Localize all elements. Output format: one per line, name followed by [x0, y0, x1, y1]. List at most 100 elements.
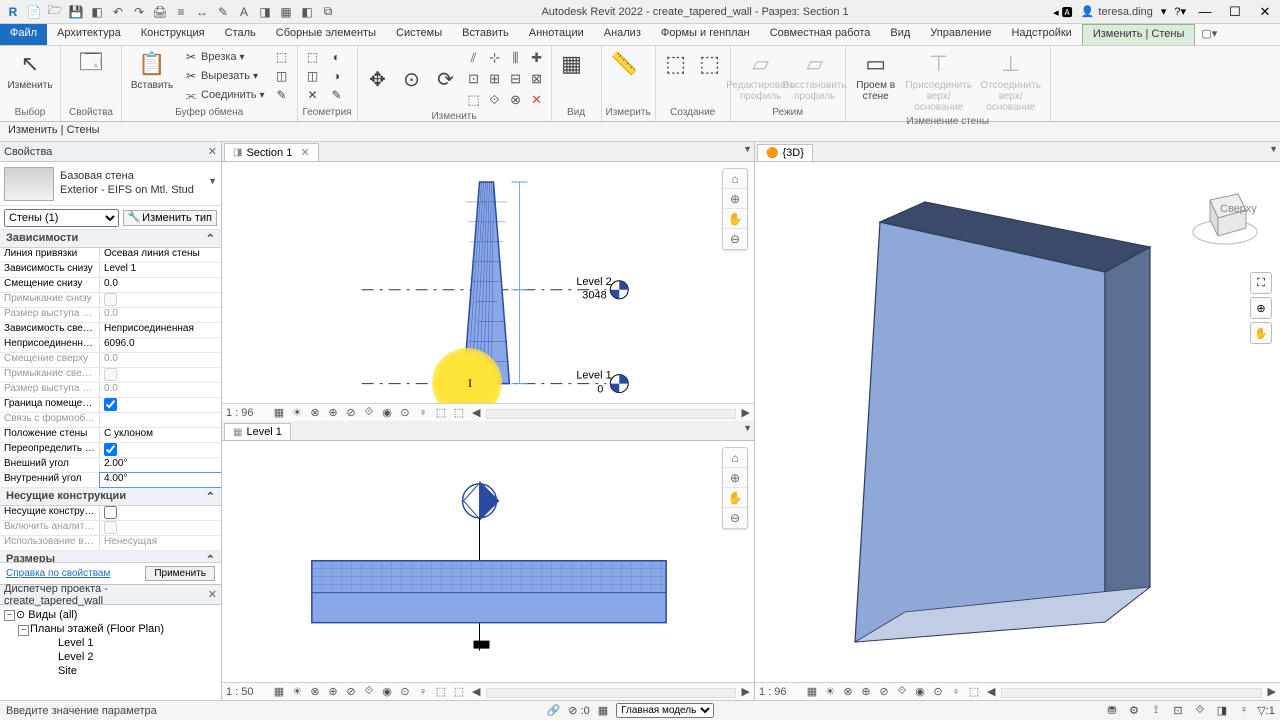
favorites-icon[interactable]: ▾: [1161, 5, 1167, 18]
property-row[interactable]: Зависимость сверхуНеприсоединенная: [0, 323, 221, 338]
scroll-right-icon[interactable]: ▶: [1268, 685, 1276, 698]
tab-insert[interactable]: Вставить: [452, 24, 519, 45]
geom-icon-4[interactable]: ◐: [326, 48, 348, 66]
qat-close-icon[interactable]: ⧉: [319, 3, 337, 21]
tab-modify-walls[interactable]: Изменить | Стены: [1082, 24, 1196, 45]
measure-button[interactable]: 📏: [606, 48, 644, 80]
tab-3d[interactable]: 🟠{3D}: [757, 144, 813, 161]
view-button[interactable]: ▦: [556, 48, 588, 80]
view-control-icons[interactable]: ▦☀⊗⊕⊘⟐◉⊙♀⬚⬚: [272, 685, 466, 699]
view-menu-icon[interactable]: ▼: [1269, 144, 1278, 154]
h-scrollbar[interactable]: [486, 406, 735, 420]
qat-text-icon[interactable]: A: [235, 3, 253, 21]
view-menu-icon[interactable]: ▼: [743, 423, 752, 433]
mod-icon[interactable]: ⊞: [485, 69, 505, 89]
property-row[interactable]: Смещение снизу0.0: [0, 278, 221, 293]
tree-site[interactable]: Site: [30, 664, 219, 678]
properties-list[interactable]: Зависимости⌃Линия привязкиОсевая линия с…: [0, 230, 221, 562]
ribbon-expand-icon[interactable]: ▢▾: [1195, 24, 1223, 45]
split-icon[interactable]: ✎: [271, 86, 293, 104]
prop-group-header[interactable]: Зависимости⌃: [0, 230, 221, 248]
qat-dim-icon[interactable]: ✎: [214, 3, 232, 21]
tab-addins[interactable]: Надстройки: [1001, 24, 1081, 45]
close-button[interactable]: ✕: [1254, 3, 1276, 21]
qat-new-icon[interactable]: 📄: [25, 3, 43, 21]
edit-type-button[interactable]: 🔧 Изменить тип: [123, 210, 217, 226]
section-viewport[interactable]: Level 2 3048 Level 1 0: [222, 162, 754, 403]
property-row[interactable]: Несущие конструк...: [0, 506, 221, 521]
filter-icon[interactable]: ▦: [598, 704, 608, 717]
mod-icon[interactable]: ⊗: [506, 90, 526, 110]
qat-align-icon[interactable]: ↔: [193, 3, 211, 21]
view-control-icons[interactable]: ▦☀⊗⊕⊘⟐◉⊙♀⬚⬚: [272, 406, 466, 420]
geom-icon-5[interactable]: ◑: [326, 67, 348, 85]
tree-level1[interactable]: Level 1: [30, 636, 219, 650]
mod-icon[interactable]: ⊡: [464, 69, 484, 89]
join-button[interactable]: ⫘Соединить ▾: [180, 86, 269, 104]
property-row[interactable]: Зависимость снизуLevel 1: [0, 263, 221, 278]
cut-button[interactable]: ✂Врезка ▾: [180, 48, 269, 66]
apply-button[interactable]: Применить: [145, 566, 215, 581]
mod-icon[interactable]: ⫽: [464, 48, 484, 68]
rotate-button[interactable]: ⟳: [430, 63, 462, 95]
tab-annotate[interactable]: Аннотации: [519, 24, 594, 45]
user-badge[interactable]: 👤 teresa.ding: [1081, 5, 1153, 18]
mod-icon[interactable]: ✕: [527, 90, 547, 110]
main-model-dropdown[interactable]: Главная модель: [616, 703, 714, 718]
qat-open-icon[interactable]: 🗁: [46, 3, 64, 21]
qat-3d-icon[interactable]: ◨: [256, 3, 274, 21]
scroll-right-icon[interactable]: ▶: [742, 685, 750, 698]
mod-icon[interactable]: ⫼: [506, 48, 526, 68]
qat-redo-icon[interactable]: ↷: [130, 3, 148, 21]
tab-view[interactable]: Вид: [880, 24, 920, 45]
scroll-right-icon[interactable]: ▶: [742, 406, 750, 419]
mod-icon[interactable]: ✚: [527, 48, 547, 68]
tab-file[interactable]: Файл: [0, 24, 47, 45]
tab-analyze[interactable]: Анализ: [594, 24, 651, 45]
properties-close-icon[interactable]: ✕: [208, 145, 217, 158]
status-right-icons[interactable]: ⛃⚙⟟⊡⟐◨♀▽:1: [1104, 704, 1274, 717]
qat-sync-icon[interactable]: ◧: [88, 3, 106, 21]
copy-button[interactable]: ✂Вырезать ▾: [180, 67, 269, 85]
property-row[interactable]: Внешний угол2.00°: [0, 458, 221, 473]
tab-steel[interactable]: Сталь: [215, 24, 266, 45]
geom-icon-6[interactable]: ✎: [326, 86, 348, 104]
tab-close-icon[interactable]: ✕: [300, 146, 309, 159]
tab-architecture[interactable]: Архитектура: [47, 24, 131, 45]
tab-precast[interactable]: Сборные элементы: [266, 24, 386, 45]
browser-tree[interactable]: ⊙ Виды (all) Планы этажей (Floor Plan) L…: [0, 605, 221, 700]
mod-icon[interactable]: ⬚: [464, 90, 484, 110]
type-selector[interactable]: Базовая стенаExterior - EIFS on Mtl. Stu…: [0, 162, 221, 206]
nav-bar[interactable]: ⌂⊕✋⊖: [722, 447, 748, 529]
mod-icon[interactable]: ⊠: [527, 69, 547, 89]
geom-icon-3[interactable]: ✕: [302, 86, 324, 104]
property-row[interactable]: Граница помещен...: [0, 398, 221, 413]
app-icon[interactable]: R: [4, 3, 22, 21]
threed-viewport[interactable]: Сверху ⛶ ⊕ ✋: [755, 162, 1280, 682]
nav-bar[interactable]: ⌂⊕✋⊖: [722, 168, 748, 250]
move-button[interactable]: ✥: [362, 63, 394, 95]
minimize-button[interactable]: —: [1194, 3, 1216, 21]
properties-help-link[interactable]: Справка по свойствам: [6, 568, 110, 579]
property-row[interactable]: Неприсоединенна...6096.0: [0, 338, 221, 353]
mod-icon[interactable]: ⟐: [485, 90, 505, 110]
viewcube[interactable]: Сверху: [1190, 182, 1260, 252]
maximize-button[interactable]: ☐: [1224, 3, 1246, 21]
mod-icon[interactable]: ⊹: [485, 48, 505, 68]
tab-structure[interactable]: Конструкция: [131, 24, 215, 45]
properties-button[interactable]: 🗔: [65, 48, 117, 82]
scroll-left-icon[interactable]: ◀: [472, 406, 480, 419]
create-button-2[interactable]: ⬚: [694, 48, 726, 80]
plan-viewport[interactable]: ⌂⊕✋⊖: [222, 441, 754, 682]
match-icon[interactable]: ⬚: [271, 48, 293, 66]
offset-button[interactable]: ⊙: [396, 63, 428, 95]
browser-close-icon[interactable]: ✕: [208, 588, 217, 601]
qat-print-icon[interactable]: 🖨: [151, 3, 169, 21]
prop-group-header[interactable]: Несущие конструкции⌃: [0, 488, 221, 506]
h-scrollbar[interactable]: [486, 685, 735, 699]
nav-wheel[interactable]: ⛶ ⊕ ✋: [1250, 272, 1274, 344]
prop-group-header[interactable]: Размеры⌃: [0, 551, 221, 562]
qat-save-icon[interactable]: 💾: [67, 3, 85, 21]
mod-icon[interactable]: ⊟: [506, 69, 526, 89]
modify-button[interactable]: ↖Изменить: [4, 48, 56, 93]
